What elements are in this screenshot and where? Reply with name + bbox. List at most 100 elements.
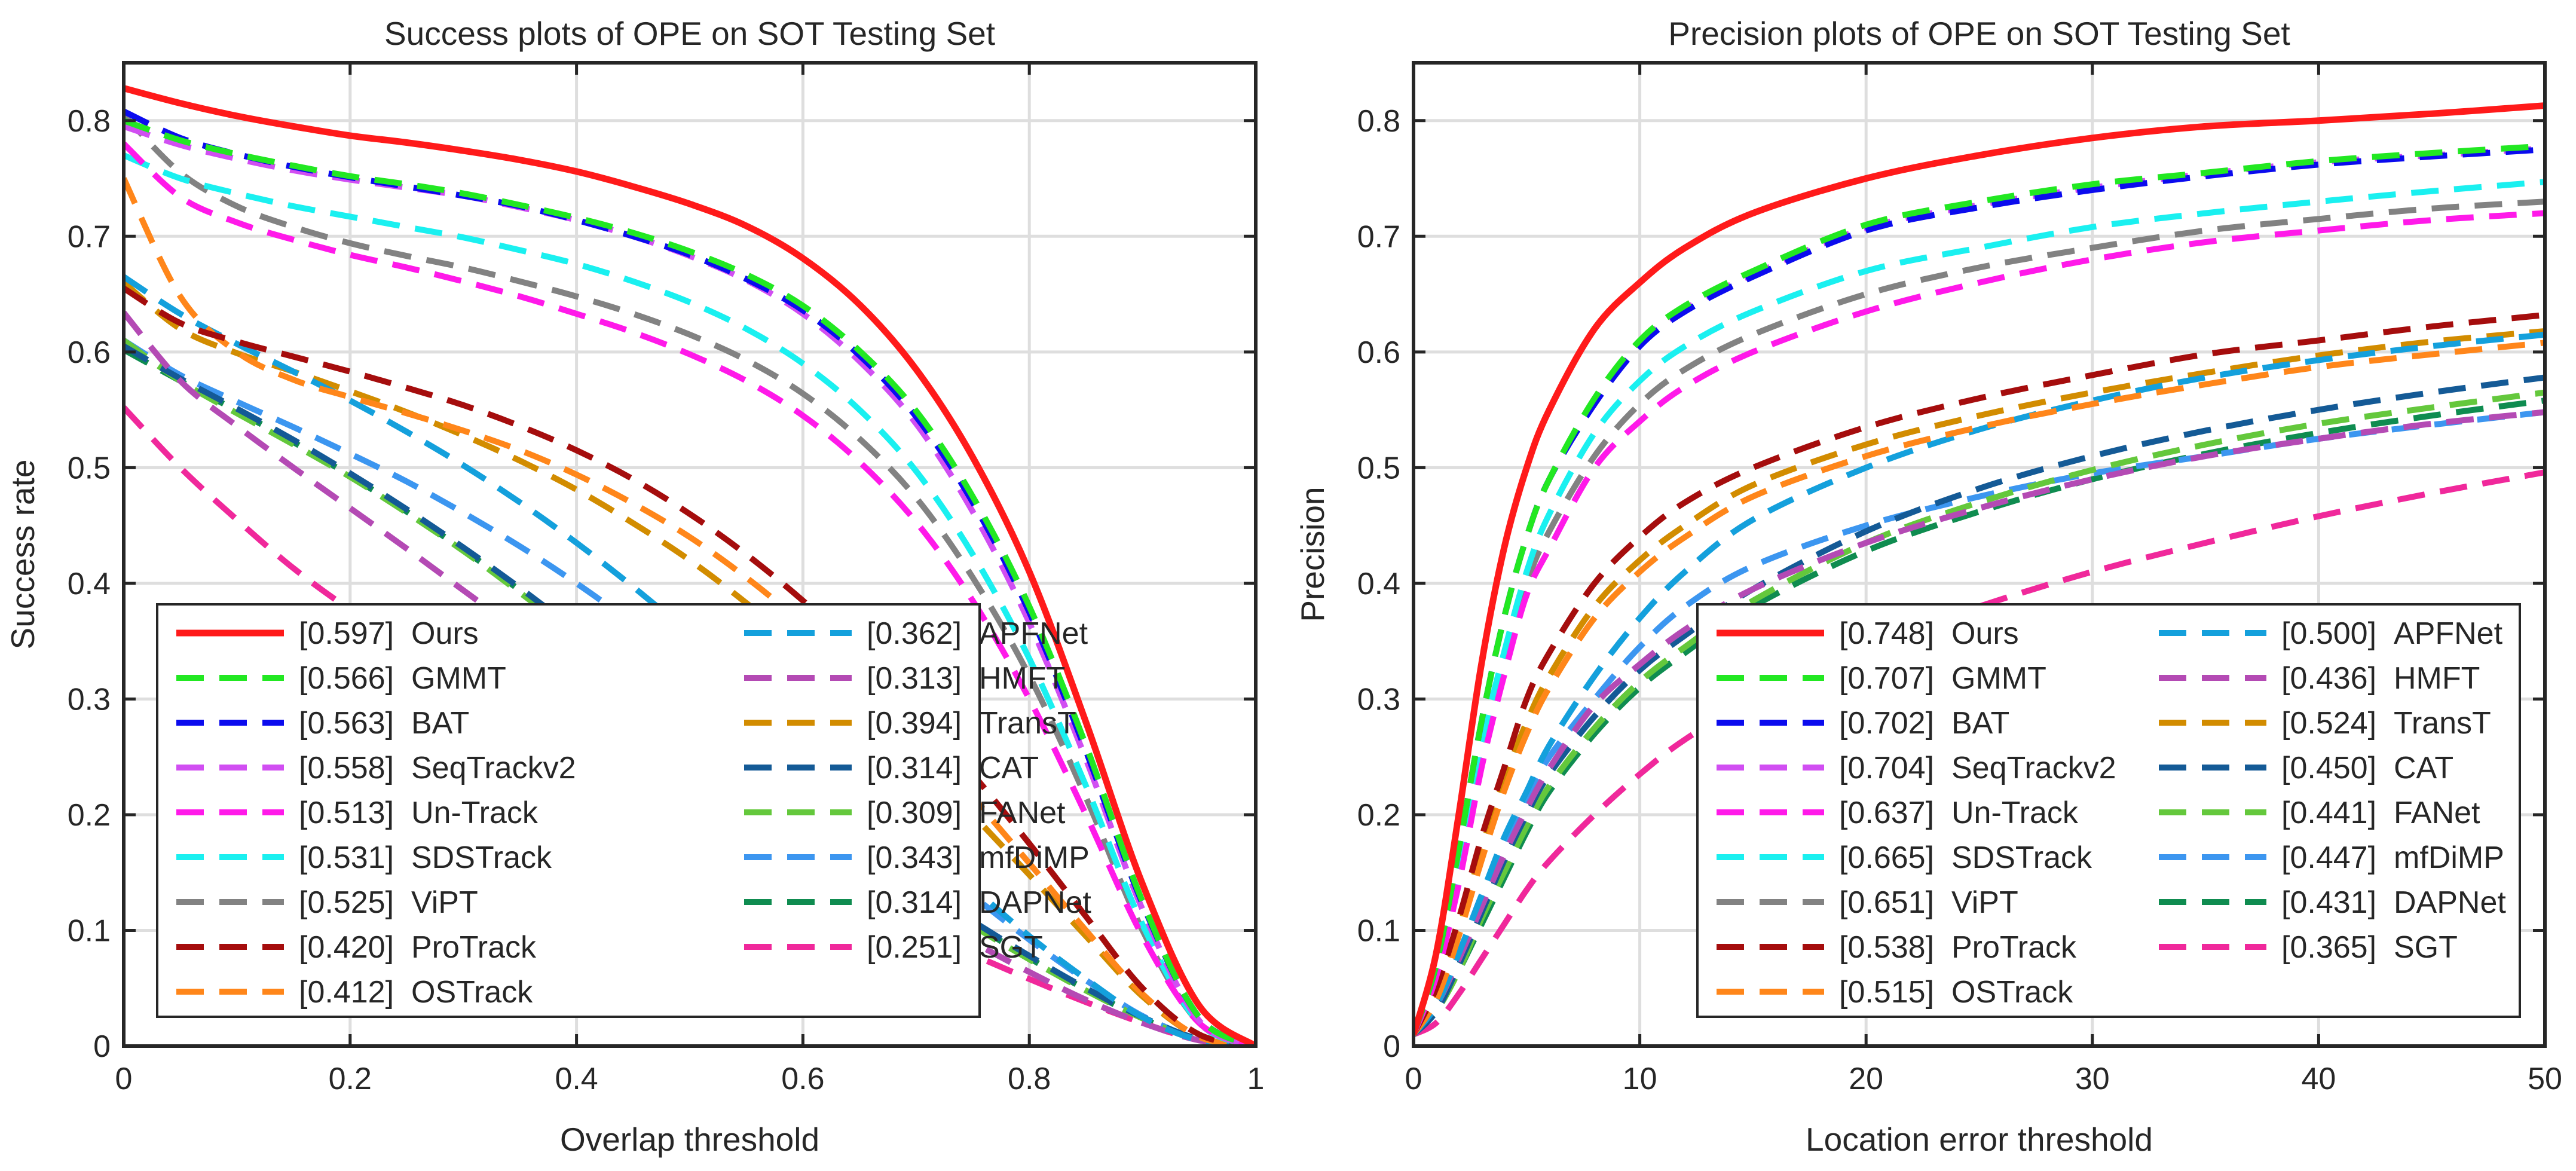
legend-label: APFNet [979, 616, 1088, 651]
legend-score: [0.420] [299, 930, 394, 965]
precision-y-tick-label: 0.5 [1357, 451, 1400, 485]
success-series-line-transt [124, 280, 1256, 1046]
success-axes-frame [122, 61, 1258, 1048]
precision-series-line-gmmt [1414, 143, 2545, 1036]
legend-label: TransT [979, 706, 1076, 741]
legend-score: [0.412] [299, 975, 394, 1010]
precision-y-tick-label: 0 [1383, 1029, 1400, 1064]
precision-series-line-transt [1414, 328, 2545, 1037]
precision-legend-item-bat: [0.702] BAT [1717, 706, 2009, 741]
legend-label: mfDiMP [2394, 840, 2504, 875]
legend-score: [0.365] [2281, 930, 2376, 965]
precision-legend-item-sdstrack: [0.665] SDSTrack [1717, 840, 2092, 875]
success-y-tick-label: 0.3 [68, 682, 111, 717]
precision-plot-panel: 0 10 20 30 40 50 0 0.1 0.2 0.3 0.4 0.5 0.6 0.7 0.8 Prec… [1294, 15, 2562, 1158]
success-x-tick-label: 0.4 [555, 1062, 598, 1096]
legend-label: TransT [2394, 706, 2491, 741]
legend-score: [0.665] [1839, 840, 1934, 875]
legend-score: [0.748] [1839, 616, 1934, 651]
precision-x-tick-label: 50 [2528, 1062, 2562, 1096]
success-legend-item-ours: [0.597] Ours [176, 616, 479, 651]
success-legend-item-apfnet: [0.362] APFNet [744, 616, 1088, 651]
legend-score: [0.531] [299, 840, 394, 875]
legend-label: BAT [1951, 706, 2009, 741]
legend-score: [0.343] [867, 840, 962, 875]
precision-legend-item-ours: [0.748] Ours [1717, 616, 2019, 651]
precision-y-tick-label: 0.1 [1357, 913, 1400, 948]
success-plot-x-axis-label: Overlap threshold [560, 1121, 819, 1158]
success-y-tick-label: 0.7 [68, 219, 111, 254]
legend-label: SGT [2394, 930, 2458, 965]
legend-score: [0.500] [2281, 616, 2376, 651]
success-series-line-cat [124, 343, 1256, 1046]
precision-legend-item-mfdimp: [0.447] mfDiMP [2159, 840, 2504, 875]
success-series-line-vipt [124, 112, 1256, 1046]
precision-series-line-sdstrack [1414, 179, 2545, 1036]
legend-label: GMMT [1951, 661, 2046, 696]
legend-score: [0.362] [867, 616, 962, 651]
legend-score: [0.558] [299, 751, 394, 785]
precision-legend-box [1696, 603, 2521, 1018]
precision-y-tick-label: 0.6 [1357, 335, 1400, 370]
precision-legend-item-ostrack: [0.515] OSTrack [1717, 975, 2073, 1010]
legend-label: HMFT [979, 661, 1065, 696]
precision-series-group [1414, 102, 2545, 1038]
precision-plot-x-axis-label: Location error threshold [1806, 1121, 2153, 1158]
precision-legend-item-dapnet: [0.431] DAPNet [2159, 885, 2506, 920]
success-legend-item-dapnet: [0.314] DAPNet [744, 885, 1091, 920]
legend-score: [0.707] [1839, 661, 1934, 696]
legend-label: BAT [411, 706, 469, 741]
legend-label: SeqTrackv2 [1951, 751, 2116, 785]
precision-y-tick-label: 0.2 [1357, 798, 1400, 833]
precision-plot-y-axis-label: Precision [1294, 487, 1331, 622]
success-x-tick-label: 0.2 [329, 1062, 372, 1096]
precision-legend: [0.748] Ours [0.707] GMMT [0.702] BAT [0.704] S… [1696, 603, 2521, 1018]
legend-score: [0.513] [299, 796, 394, 830]
success-y-tick-label: 0 [93, 1029, 111, 1064]
success-legend-item-protrack: [0.420] ProTrack [176, 930, 537, 965]
success-legend-item-fanet: [0.309] FANet [744, 796, 1066, 830]
precision-legend-item-apfnet: [0.500] APFNet [2159, 616, 2503, 651]
precision-series-line-ostrack [1414, 340, 2545, 1037]
legend-score: [0.436] [2281, 661, 2376, 696]
precision-legend-item-hmft: [0.436] HMFT [2159, 661, 2480, 696]
legend-label: FANet [2394, 796, 2480, 830]
success-legend-item-mfdimp: [0.343] mfDiMP [744, 840, 1090, 875]
legend-label: APFNet [2394, 616, 2503, 651]
success-series-line-ostrack [124, 177, 1256, 1046]
precision-legend-item-gmmt: [0.707] GMMT [1717, 661, 2046, 696]
legend-score: [0.651] [1839, 885, 1934, 920]
legend-label: Ours [411, 616, 479, 651]
success-legend-item-un-track: [0.513] Un-Track [176, 796, 539, 830]
success-legend-item-transt: [0.394] TransT [744, 706, 1076, 741]
precision-series-line-apfnet [1414, 331, 2545, 1037]
success-y-tick-label: 0.8 [68, 104, 111, 139]
precision-legend-item-sgt: [0.365] SGT [2159, 930, 2458, 965]
legend-score: [0.702] [1839, 706, 1934, 741]
success-legend-item-vipt: [0.525] ViPT [176, 885, 478, 920]
precision-plot-title: Precision plots of OPE on SOT Testing Se… [1668, 15, 2290, 52]
success-x-tick-label: 1 [1247, 1062, 1265, 1096]
legend-score: [0.313] [867, 661, 962, 696]
success-legend-item-cat: [0.314] CAT [744, 751, 1039, 785]
success-plot-y-axis-label: Success rate [4, 460, 41, 650]
legend-label: OSTrack [1951, 975, 2073, 1010]
success-series-line-un-track [124, 141, 1256, 1046]
precision-legend-item-un-track: [0.637] Un-Track [1717, 796, 2079, 830]
legend-label: CAT [979, 751, 1039, 785]
legend-label: ViPT [1951, 885, 2018, 920]
success-plot-panel: 0 0.2 0.4 0.6 0.8 1 0 0.1 0.2 0.3 0.4 0.5 0.6 0.7 0.8 S… [4, 15, 1264, 1158]
precision-x-tick-label: 10 [1623, 1062, 1657, 1096]
legend-score: [0.597] [299, 616, 394, 651]
legend-score: [0.637] [1839, 796, 1934, 830]
precision-y-tick-label: 0.8 [1357, 104, 1400, 139]
success-legend-item-gmmt: [0.566] GMMT [176, 661, 506, 696]
precision-legend-item-seqtrackv2: [0.704] SeqTrackv2 [1717, 751, 2116, 785]
precision-series-line-un-track [1414, 210, 2545, 1036]
legend-score: [0.251] [867, 930, 962, 965]
legend-label: DAPNet [2394, 885, 2506, 920]
success-series-line-protrack [124, 286, 1256, 1046]
legend-score: [0.309] [867, 796, 962, 830]
legend-label: Un-Track [411, 796, 539, 830]
